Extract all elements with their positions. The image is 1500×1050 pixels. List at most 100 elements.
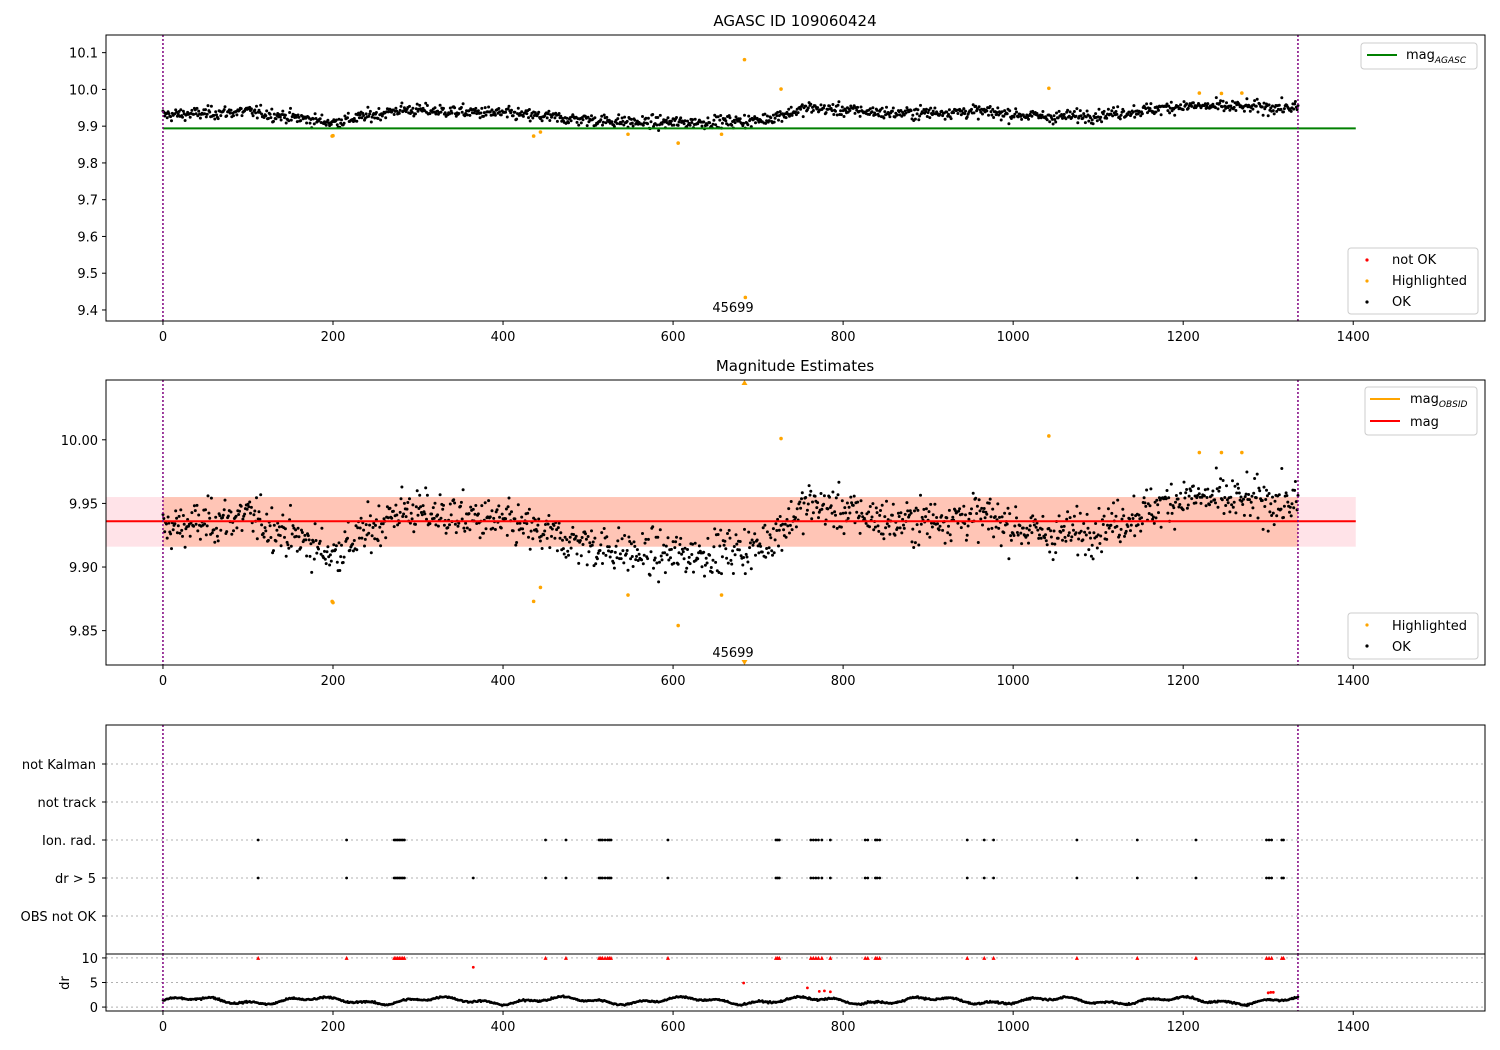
- ok-point: [873, 525, 877, 529]
- ok-point: [362, 528, 366, 532]
- ok-point: [198, 537, 202, 541]
- ok-point: [295, 549, 299, 553]
- ok-point: [915, 112, 919, 116]
- ok-point: [985, 109, 989, 113]
- ok-point: [1279, 107, 1283, 111]
- ok-point: [748, 541, 752, 545]
- ok-point: [433, 501, 437, 505]
- ok-point: [996, 502, 1000, 506]
- highlighted-point: [676, 141, 680, 145]
- ok-point: [415, 102, 419, 106]
- ok-point: [1082, 522, 1086, 525]
- ok-point: [326, 545, 330, 549]
- flag-marker: [403, 838, 406, 842]
- ok-point: [882, 537, 886, 541]
- ok-point: [728, 536, 732, 540]
- ok-point: [801, 532, 805, 536]
- flag-marker: [1265, 838, 1268, 842]
- ok-point: [981, 510, 985, 514]
- ok-point: [1021, 526, 1025, 530]
- ok-point: [1036, 528, 1040, 532]
- highlighted-point: [538, 130, 543, 134]
- ok-point: [951, 515, 955, 519]
- flag-marker: [992, 838, 995, 842]
- ok-point: [1271, 495, 1274, 499]
- ok-point: [1226, 501, 1230, 505]
- ok-point: [289, 503, 292, 507]
- ok-point: [210, 531, 214, 535]
- ok-point: [700, 565, 704, 569]
- panel-1-line-legend: magAGASC: [1360, 42, 1478, 70]
- ok-point: [719, 114, 723, 117]
- ok-point: [657, 129, 661, 132]
- ok-point: [1126, 113, 1130, 116]
- ok-point: [312, 557, 316, 561]
- ok-point: [852, 494, 856, 498]
- ok-point: [974, 496, 978, 500]
- ok-point: [619, 557, 623, 561]
- x-tick-label-3-5: 1000: [997, 1020, 1030, 1035]
- ok-point: [406, 501, 410, 504]
- ok-point: [550, 534, 553, 538]
- ok-point: [459, 504, 462, 508]
- ok-point: [188, 534, 192, 538]
- ok-point: [1214, 466, 1218, 470]
- ok-point: [1288, 510, 1291, 514]
- ok-point: [449, 513, 453, 517]
- ok-point: [402, 501, 406, 505]
- ok-point: [900, 114, 904, 118]
- ok-point: [1172, 506, 1176, 510]
- ok-point: [691, 542, 695, 546]
- ok-point: [355, 119, 359, 123]
- ok-point: [658, 528, 662, 532]
- ok-point: [411, 106, 415, 110]
- ok-point: [956, 112, 960, 115]
- ok-point: [260, 112, 264, 116]
- ok-point: [270, 506, 274, 510]
- ok-point: [1273, 499, 1277, 503]
- ok-point: [238, 509, 241, 513]
- ok-point: [1179, 491, 1183, 495]
- ok-point: [675, 535, 678, 539]
- ok-point: [499, 526, 503, 530]
- ok-point: [798, 500, 802, 504]
- ok-point: [772, 551, 776, 555]
- ok-point: [216, 117, 220, 121]
- ok-point: [346, 116, 349, 120]
- ok-point: [771, 527, 775, 531]
- ok-point: [815, 506, 819, 510]
- flag-marker: [603, 838, 607, 842]
- ok-point: [622, 123, 626, 127]
- x-tick-label-1-3: 600: [661, 674, 686, 689]
- legend-ok-marker: [1365, 300, 1369, 304]
- ok-point: [974, 104, 978, 108]
- panel-1-annotation: 45699: [712, 301, 753, 316]
- ok-point: [929, 502, 933, 506]
- ok-point: [332, 543, 336, 547]
- ok-point: [737, 548, 741, 552]
- ok-point: [1136, 523, 1140, 527]
- ok-point: [567, 553, 570, 557]
- flag-row-label: not Kalman: [22, 758, 96, 773]
- flag-marker: [814, 876, 818, 880]
- ok-point: [1060, 525, 1064, 529]
- ok-point: [911, 113, 915, 117]
- y-tick-label-1-3: 10.00: [61, 434, 98, 449]
- ok-point: [709, 566, 713, 569]
- ok-point: [1244, 492, 1248, 496]
- ok-point: [226, 514, 230, 518]
- ok-point: [484, 113, 488, 117]
- ok-point: [1228, 510, 1232, 514]
- ok-point: [1217, 489, 1221, 493]
- ok-point: [1015, 110, 1018, 114]
- ok-point: [528, 547, 532, 551]
- ok-point: [1069, 538, 1073, 542]
- ok-point: [1112, 106, 1115, 110]
- ok-point: [504, 517, 508, 521]
- ok-point: [666, 116, 670, 120]
- ok-point: [1255, 97, 1259, 101]
- x-tick-label-1-5: 1000: [997, 674, 1030, 689]
- ok-point: [249, 505, 253, 509]
- ok-point: [384, 536, 388, 540]
- ok-point: [295, 120, 299, 124]
